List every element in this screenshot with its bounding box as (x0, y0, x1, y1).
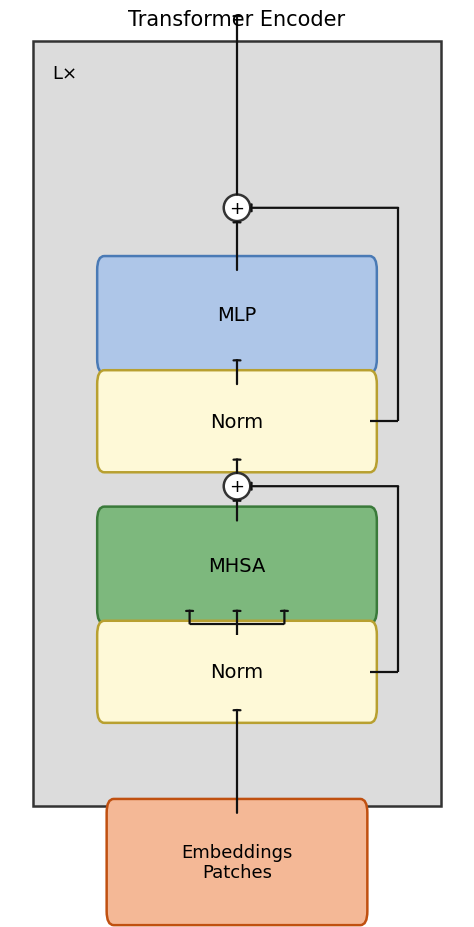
Ellipse shape (224, 474, 250, 500)
FancyBboxPatch shape (97, 257, 377, 374)
FancyBboxPatch shape (107, 799, 367, 925)
Text: Embeddings
Patches: Embeddings Patches (182, 843, 292, 882)
Text: +: + (229, 477, 245, 496)
Ellipse shape (224, 196, 250, 222)
Text: MLP: MLP (218, 306, 256, 324)
Text: MHSA: MHSA (208, 556, 266, 575)
FancyBboxPatch shape (97, 371, 377, 473)
FancyBboxPatch shape (97, 507, 377, 624)
FancyBboxPatch shape (33, 42, 441, 806)
Text: +: + (229, 199, 245, 218)
Text: Transformer Encoder: Transformer Encoder (128, 10, 346, 31)
FancyBboxPatch shape (97, 621, 377, 723)
Text: L×: L× (52, 65, 77, 83)
Text: Norm: Norm (210, 663, 264, 681)
Text: Norm: Norm (210, 413, 264, 431)
